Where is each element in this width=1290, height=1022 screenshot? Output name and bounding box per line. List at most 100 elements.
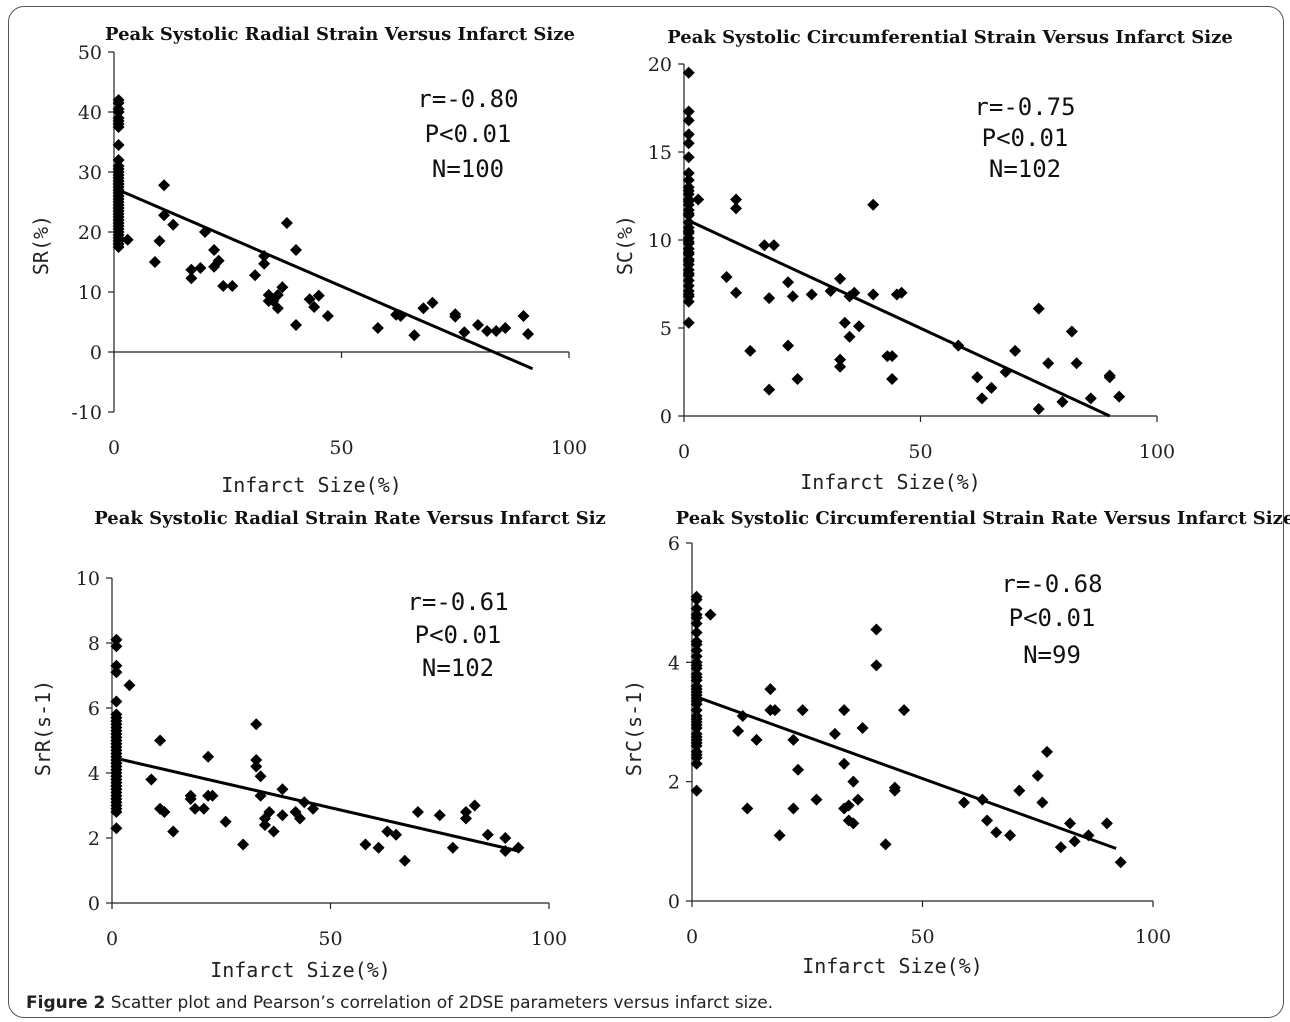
data-point (254, 770, 267, 783)
x-tick-label: 50 (910, 926, 934, 948)
data-point (290, 319, 302, 331)
data-point (112, 241, 125, 253)
chart-1: Peak Systolic Radial Strain Versus Infar… (29, 24, 587, 497)
data-point (886, 350, 899, 363)
data-point (490, 325, 503, 337)
data-point (764, 683, 777, 696)
data-point (219, 815, 232, 828)
data-point (682, 137, 695, 150)
data-point (975, 392, 988, 405)
data-point (690, 638, 703, 651)
stat-annotation: N=102 (422, 654, 494, 682)
data-point (1004, 829, 1017, 842)
data-point (682, 267, 695, 280)
data-point (898, 704, 911, 717)
data-point (212, 254, 225, 267)
data-point (682, 288, 695, 301)
regression-line (688, 219, 1111, 418)
y-tick-label: 10 (648, 230, 672, 252)
data-point (730, 286, 743, 299)
data-point (158, 209, 171, 222)
figure-caption: Figure 2 Scatter plot and Pearson’s corr… (26, 993, 773, 1013)
data-point (741, 802, 754, 815)
data-point (185, 272, 198, 285)
data-point (226, 280, 239, 292)
data-point (867, 198, 880, 211)
data-point (870, 659, 883, 672)
data-point (112, 121, 125, 133)
data-point (690, 683, 703, 696)
data-point (834, 272, 847, 285)
data-point (321, 310, 334, 322)
y-tick-label: -10 (71, 402, 102, 424)
x-tick-label: 100 (1135, 926, 1171, 948)
data-point (690, 608, 703, 621)
data-point (690, 593, 703, 606)
data-point (154, 734, 167, 747)
data-point (834, 360, 847, 373)
data-point (517, 310, 530, 322)
data-point (682, 151, 695, 164)
data-point (828, 727, 841, 740)
data-point (459, 812, 472, 825)
data-point (952, 339, 965, 352)
data-point (838, 757, 851, 770)
data-point (411, 806, 424, 818)
data-point (1013, 784, 1026, 797)
data-point (847, 775, 860, 788)
data-point (110, 770, 123, 783)
data-point (110, 806, 123, 818)
data-point (276, 281, 289, 294)
y-tick-label: 40 (78, 102, 102, 124)
data-point (1031, 769, 1044, 782)
data-point (773, 829, 786, 842)
data-point (682, 128, 695, 141)
data-point (417, 302, 430, 315)
data-point (682, 235, 695, 248)
data-point (682, 295, 695, 308)
data-point (842, 799, 855, 812)
data-point (690, 671, 703, 684)
y-tick-label: 0 (668, 891, 680, 913)
data-point (110, 747, 123, 760)
x-tick-label: 100 (551, 437, 587, 459)
data-point (110, 780, 123, 792)
data-point (736, 710, 749, 723)
data-point (158, 179, 171, 192)
stat-annotation: r=-0.80 (417, 85, 518, 113)
data-point (682, 167, 695, 180)
data-point (110, 734, 123, 747)
data-point (112, 202, 125, 214)
data-point (690, 736, 703, 749)
data-point (1056, 395, 1069, 408)
data-point (158, 806, 171, 818)
data-point (499, 845, 512, 857)
data-point (258, 819, 271, 831)
data-point (110, 659, 123, 672)
data-point (250, 754, 263, 766)
y-tick-label: 4 (668, 652, 680, 674)
data-point (732, 724, 745, 737)
caption-label: Figure 2 (26, 993, 106, 1013)
data-point (1036, 796, 1049, 809)
y-tick-label: 30 (78, 162, 102, 184)
x-tick-label: 0 (686, 926, 698, 948)
data-point (682, 174, 695, 187)
data-point (1009, 344, 1022, 357)
data-point (280, 217, 293, 229)
data-point (834, 353, 847, 366)
stat-annotation: r=-0.61 (407, 588, 508, 616)
x-tick-label: 0 (106, 928, 118, 950)
data-point (763, 292, 776, 305)
data-point (704, 608, 717, 621)
data-point (217, 280, 230, 292)
data-point (999, 366, 1012, 378)
stat-annotation: P<0.01 (425, 120, 512, 148)
data-point (782, 276, 795, 289)
x-tick-label: 50 (318, 928, 342, 950)
data-point (123, 679, 136, 692)
data-point (690, 748, 703, 761)
figure-frame (8, 6, 1284, 1018)
data-point (1040, 745, 1053, 758)
data-point (682, 246, 695, 259)
